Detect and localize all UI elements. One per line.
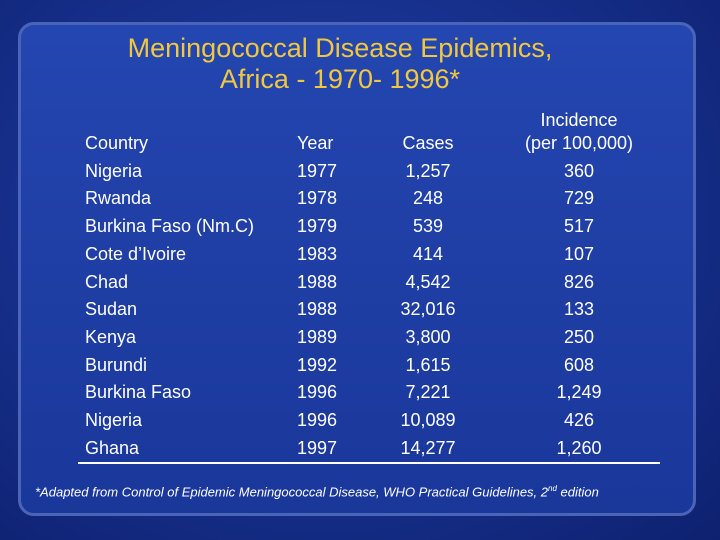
footnote-sup: nd [548, 484, 557, 493]
table-cell: Burkina Faso (Nm.C) [85, 216, 255, 237]
table-cell: Rwanda [85, 188, 152, 209]
table-cell: 1996 [297, 382, 338, 403]
table-cell: 14,277 [400, 437, 456, 458]
table-cell: Kenya [85, 326, 137, 347]
table-cell: 360 [563, 160, 595, 181]
table-cell: 4,542 [405, 271, 451, 292]
table-cell: 1979 [297, 216, 338, 237]
table-cell: 1983 [297, 243, 338, 264]
table-cell: 1988 [297, 271, 338, 292]
table-cell: Nigeria [85, 160, 143, 181]
header-cell: Country [85, 133, 149, 153]
table-cell: 250 [563, 326, 595, 347]
table-cell: Ghana [85, 437, 140, 458]
footnote: *Adapted from Control of Epidemic Mening… [35, 484, 599, 499]
table-cell: 32,016 [400, 299, 456, 320]
table-cell: Burkina Faso [85, 382, 192, 403]
table-cell: Burundi [85, 354, 148, 375]
title-line: Meningococcal Disease Epidemics, [127, 33, 553, 63]
header-cell: (per 100,000) [524, 133, 634, 153]
table-cell: 7,221 [405, 382, 451, 403]
table-cell: 3,800 [405, 326, 451, 347]
header-cell: Year [297, 133, 334, 153]
table-cell: 1,249 [556, 382, 602, 403]
footnote-text: edition [556, 484, 599, 500]
table-cell: 1,260 [556, 437, 602, 458]
table-rule [78, 462, 660, 464]
table-cell: 826 [563, 271, 595, 292]
table-cell: Chad [85, 271, 129, 292]
table-cell: 414 [412, 243, 444, 264]
table-cell: 248 [412, 188, 444, 209]
table-cell: 729 [563, 188, 595, 209]
table-cell: 1992 [297, 354, 338, 375]
table-cell: 426 [563, 410, 595, 430]
table-cell: 1,615 [405, 354, 451, 375]
table-cell: 133 [563, 299, 595, 320]
table-cell: 1978 [297, 188, 338, 209]
panel [18, 22, 696, 516]
table-cell: 1,257 [405, 160, 451, 181]
table-cell: 1996 [297, 410, 338, 430]
footnote-text: *Adapted from Control of Epidemic Mening… [35, 484, 549, 500]
header-cell: Incidence [540, 110, 618, 130]
table-cell: 539 [412, 216, 444, 237]
title-line: Africa - 1970- 1996* [219, 64, 461, 94]
table-cell: 107 [563, 243, 595, 264]
table-cell: 1977 [297, 160, 338, 181]
table-cell: 1997 [297, 437, 338, 458]
table-cell: 10,089 [400, 410, 456, 430]
table-cell: 1989 [297, 326, 338, 347]
table-cell: Nigeria [85, 410, 143, 430]
table-cell: 1988 [297, 299, 338, 320]
table-cell: Sudan [85, 299, 138, 320]
table-cell: Cote d’Ivoire [85, 243, 187, 264]
header-cell: Cases [402, 133, 454, 153]
table-cell: 608 [563, 354, 595, 375]
table-cell: 517 [563, 216, 595, 237]
